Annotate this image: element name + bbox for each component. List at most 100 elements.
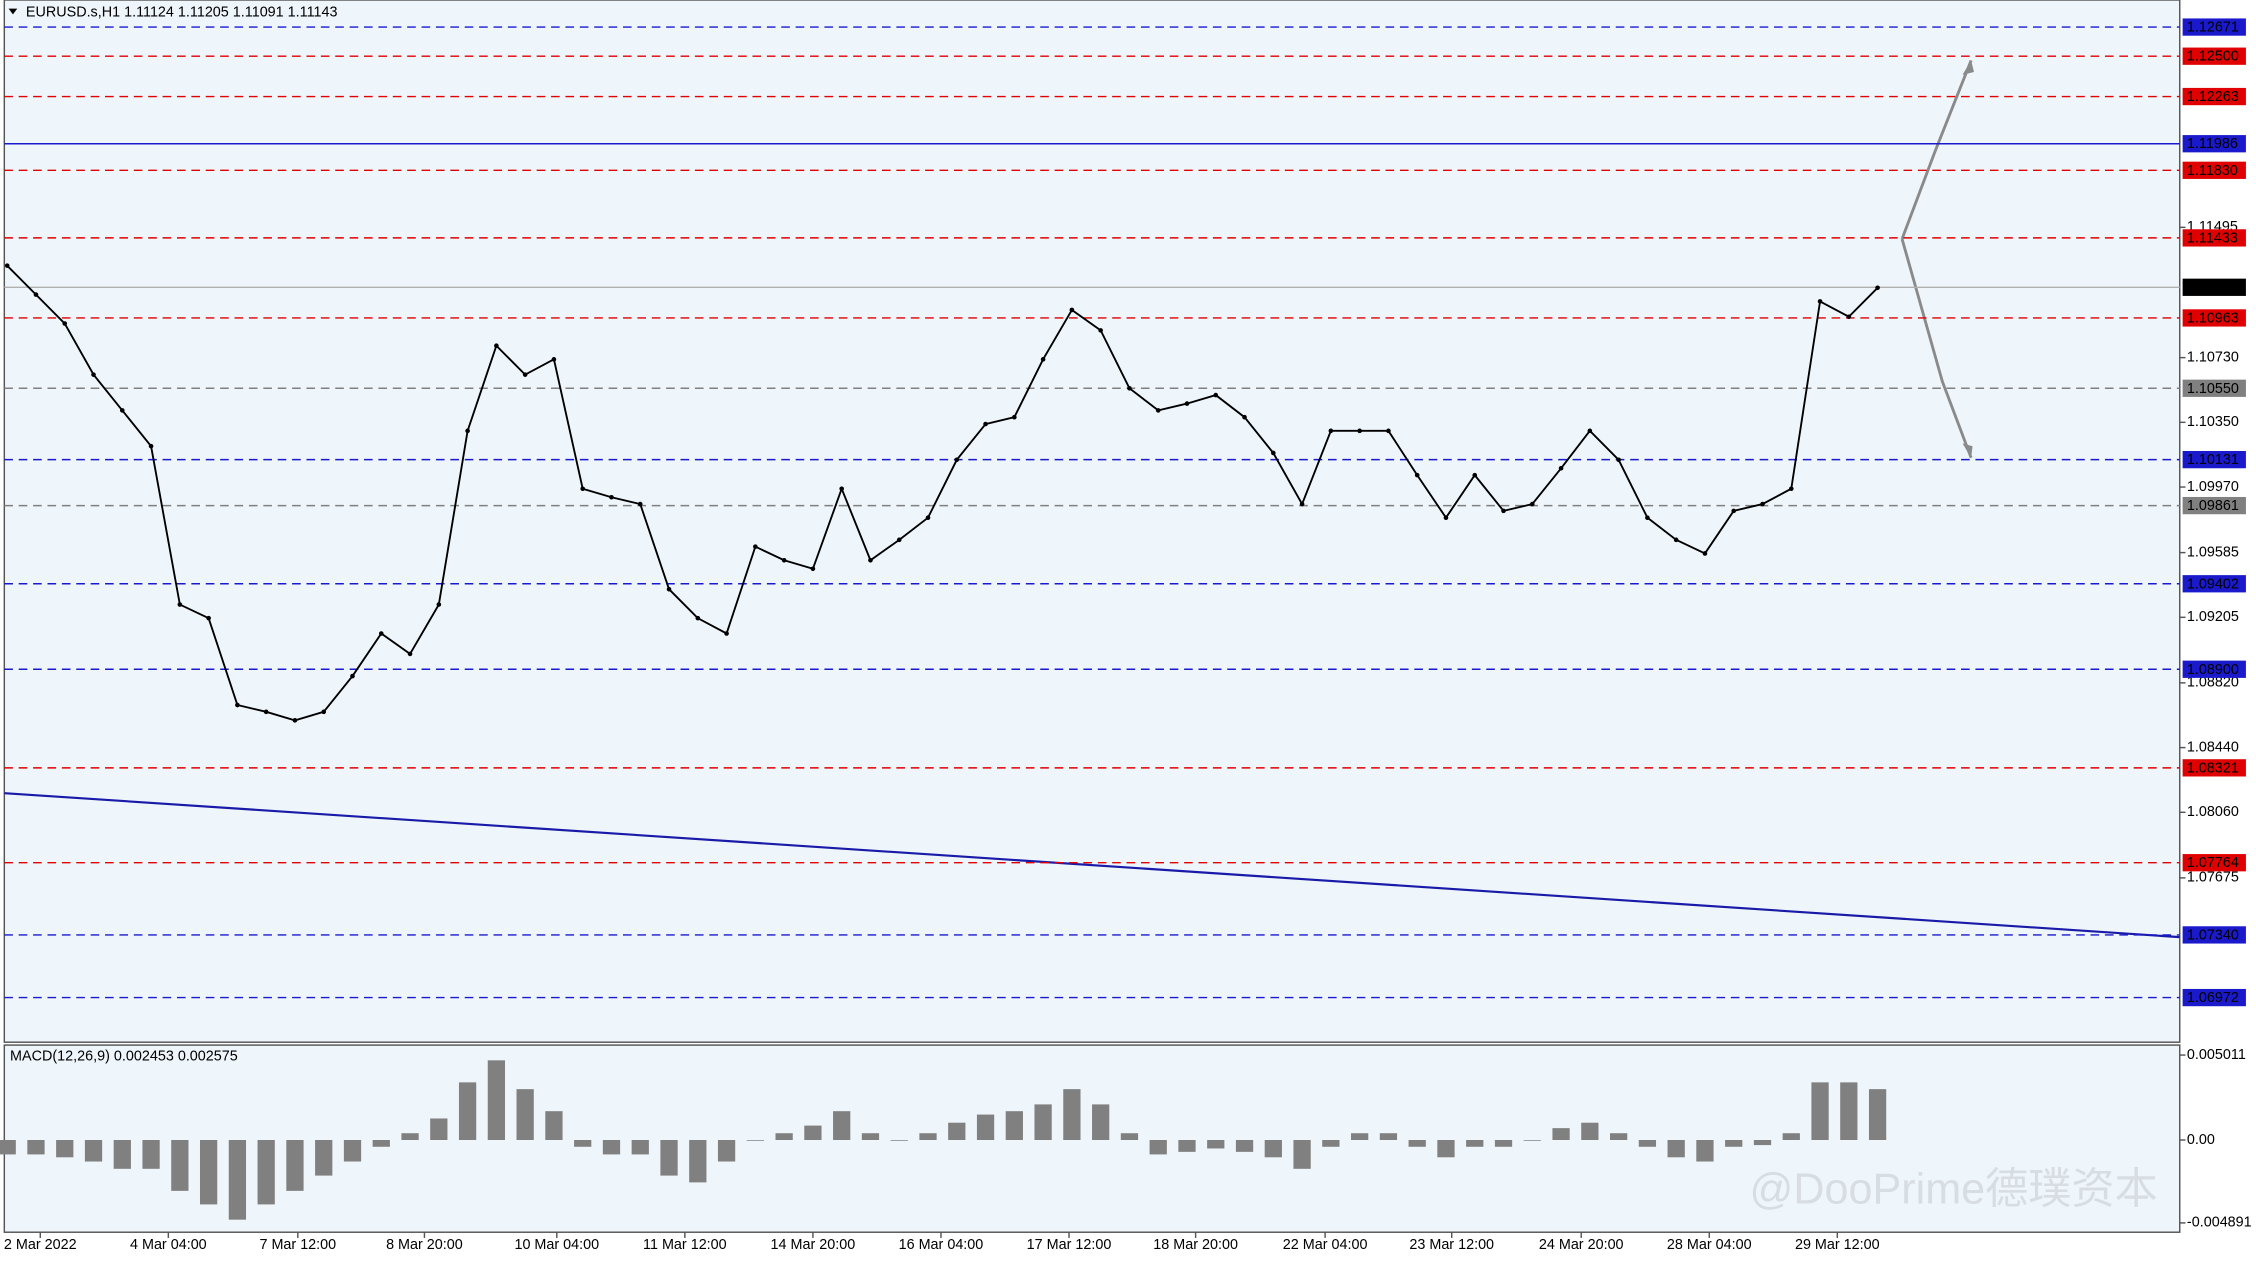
x-tick-label: 29 Mar 12:00 — [1795, 1237, 1880, 1253]
y-tick-label: -0.004891 — [2187, 1215, 2252, 1231]
price-point — [1386, 428, 1391, 434]
macd-bar — [199, 1139, 218, 1205]
level-label: 1.11433 — [2187, 230, 2238, 246]
macd-bar — [717, 1139, 736, 1162]
price-point — [1587, 428, 1593, 434]
macd-bar — [1753, 1139, 1772, 1146]
macd-bar — [1466, 1139, 1484, 1147]
macd-bar — [1264, 1139, 1282, 1158]
macd-bar — [1552, 1128, 1570, 1140]
price-point — [1357, 428, 1362, 434]
level-label: 1.09861 — [2187, 498, 2239, 514]
macd-bar — [286, 1139, 304, 1191]
macd-bar — [861, 1133, 880, 1140]
x-tick-label: 16 Mar 04:00 — [899, 1237, 984, 1253]
price-point — [1846, 314, 1852, 320]
macd-title: MACD(12,26,9) 0.002453 0.002575 — [10, 1048, 238, 1064]
macd-bar — [430, 1118, 448, 1140]
chart-title: EURUSD.s,H1 1.11124 1.11205 1.11091 1.11… — [26, 5, 338, 21]
price-point — [1645, 515, 1650, 520]
level-label-box — [2182, 229, 2246, 247]
price-point — [465, 428, 470, 434]
x-tick-label: 24 Mar 20:00 — [1539, 1237, 1624, 1253]
scenario-arrow-up — [1900, 59, 1973, 240]
macd-bar — [545, 1111, 563, 1140]
macd-bar — [1725, 1139, 1743, 1147]
price-point — [1299, 501, 1305, 507]
macd-bar — [1351, 1133, 1369, 1140]
price-point — [1040, 357, 1046, 362]
level-label-box — [2182, 379, 2246, 397]
price-point — [1817, 299, 1823, 304]
price-point — [983, 421, 988, 427]
price-point — [1616, 457, 1621, 463]
macd-bar — [1840, 1082, 1858, 1140]
price-point — [1875, 285, 1880, 291]
price-point — [4, 263, 10, 268]
price-point — [1271, 450, 1276, 456]
price-point — [896, 537, 902, 543]
price-point — [1443, 515, 1449, 520]
price-point — [609, 494, 614, 500]
level-label: 1.06972 — [2187, 990, 2239, 1006]
level-label: 1.11143 — [2187, 280, 2237, 296]
trend-line — [4, 792, 2180, 939]
macd-bar — [1782, 1133, 1800, 1140]
level-label-box — [2182, 18, 2246, 36]
price-point — [810, 566, 816, 572]
level-label: 1.11986 — [2187, 136, 2238, 152]
price-point — [91, 372, 96, 377]
level-label: 1.10131 — [2187, 452, 2239, 468]
level-label-box — [2182, 47, 2246, 65]
main-pane — [3, 0, 2181, 1043]
price-point — [695, 615, 701, 621]
macd-bar — [1034, 1104, 1052, 1140]
macd-bar — [1581, 1122, 1599, 1140]
macd-bar — [833, 1111, 851, 1140]
macd-bar — [602, 1139, 621, 1155]
level-label: 1.10963 — [2187, 310, 2239, 326]
y-tick-label: 1.09970 — [2187, 479, 2239, 495]
level-label: 1.07764 — [2187, 855, 2239, 871]
price-point — [407, 651, 413, 657]
price-point — [637, 501, 643, 507]
price-point — [119, 408, 125, 413]
macd-bar — [1811, 1082, 1829, 1140]
level-label-box — [2182, 759, 2246, 777]
macd-bar — [919, 1133, 937, 1140]
level-label-box — [2182, 660, 2246, 678]
x-tick-label: 7 Mar 12:00 — [259, 1237, 336, 1253]
macd-bar — [1120, 1133, 1139, 1140]
macd-bar — [56, 1139, 74, 1158]
x-tick-label: 22 Mar 04:00 — [1283, 1237, 1368, 1253]
level-label: 1.12263 — [2187, 89, 2239, 105]
price-point — [522, 372, 528, 377]
level-label: 1.10550 — [2187, 381, 2239, 397]
price-point — [580, 486, 586, 492]
price-point — [753, 544, 758, 549]
price-line — [6, 264, 1879, 722]
price-point — [1673, 537, 1679, 543]
macd-bar — [775, 1133, 793, 1140]
macd-bar — [228, 1139, 247, 1220]
level-label-box — [2182, 278, 2246, 296]
title-icon — [8, 8, 18, 15]
x-tick-label: 23 Mar 12:00 — [1409, 1237, 1494, 1253]
arrow-head — [1962, 60, 1974, 75]
y-tick-label: 1.10730 — [2187, 349, 2239, 365]
price-point — [148, 443, 154, 449]
y-tick-label: 0.005011 — [2187, 1047, 2246, 1063]
y-tick-label: 0.00 — [2187, 1132, 2215, 1148]
x-tick-label: 17 Mar 12:00 — [1027, 1237, 1112, 1253]
price-point — [1184, 401, 1190, 406]
macd-bar — [574, 1139, 592, 1147]
level-label-box — [2182, 988, 2246, 1007]
price-point — [1788, 486, 1794, 492]
price-point — [925, 515, 931, 520]
price-point — [724, 631, 729, 636]
macd-bar — [1235, 1139, 1254, 1152]
x-tick-label: 11 Mar 12:00 — [643, 1237, 727, 1253]
level-label-box — [2182, 496, 2246, 515]
macd-bar — [1293, 1139, 1311, 1169]
macd-bar — [315, 1139, 333, 1176]
